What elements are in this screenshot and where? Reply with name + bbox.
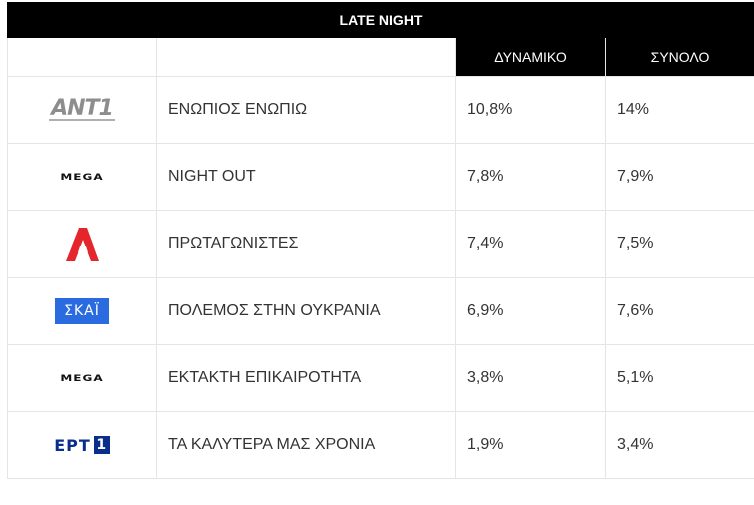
table-row: ΜΕGA NIGHT OUT 7,8% 7,9%: [7, 143, 754, 211]
show-name: ΠΟΛΕΜΟΣ ΣΤΗΝ ΟΥΚΡΑΝΙΑ: [156, 277, 456, 345]
table-row: ΕΡΤ 1 ΤΑ ΚΑΛΥΤΕΡΑ ΜΑΣ ΧΡΟΝΙΑ 1,9% 3,4%: [7, 411, 754, 479]
show-name: ΕΚΤΑΚΤΗ ΕΠΙΚΑΙΡΟΤΗΤΑ: [156, 344, 456, 412]
channel-cell: ΜΕGA: [7, 344, 157, 412]
show-name: ΤΑ ΚΑΛΥΤΕΡΑ ΜΑΣ ΧΡΟΝΙΑ: [156, 411, 456, 479]
total-value: 7,5%: [604, 210, 754, 278]
total-value: 7,9%: [604, 143, 754, 211]
show-name: ΠΡΩΤΑΓΩΝΙΣΤΕΣ: [156, 210, 456, 278]
column-header-row: ΔΥΝΑΜΙΚΟ ΣΥΝΟΛΟ: [7, 37, 754, 77]
total-column-header: ΣΥΝΟΛΟ: [604, 37, 754, 77]
ert1-logo: ΕΡΤ 1: [54, 435, 110, 455]
total-value: 3,4%: [604, 411, 754, 479]
dynamic-value: 10,8%: [455, 76, 606, 144]
channel-cell: ΕΡΤ 1: [7, 411, 157, 479]
show-name: ΕΝΩΠΙΟΣ ΕΝΩΠΙΩ: [156, 76, 456, 144]
skai-logo: ΣΚΑΪ: [55, 298, 109, 324]
table-title: LATE NIGHT: [6, 2, 754, 38]
table-row: ΑΝΤ1 ΕΝΩΠΙΟΣ ΕΝΩΠΙΩ 10,8% 14%: [7, 76, 754, 144]
total-value: 14%: [604, 76, 754, 144]
mega-logo: ΜΕGA: [60, 171, 104, 183]
dynamic-value: 7,8%: [455, 143, 606, 211]
dynamic-value: 1,9%: [455, 411, 606, 479]
ant1-logo: ΑΝΤ1: [49, 96, 115, 121]
dynamic-column-header: ΔΥΝΑΜΙΚΟ: [455, 37, 606, 77]
total-value: 5,1%: [604, 344, 754, 412]
table-row: ΜΕGA ΕΚΤΑΚΤΗ ΕΠΙΚΑΙΡΟΤΗΤΑ 3,8% 5,1%: [7, 344, 754, 412]
channel-cell: ΑΝΤ1: [7, 76, 157, 144]
table-row: ΠΡΩΤΑΓΩΝΙΣΤΕΣ 7,4% 7,5%: [7, 210, 754, 278]
alpha-logo: [62, 225, 102, 263]
title-row: LATE NIGHT: [6, 2, 754, 38]
dynamic-value: 6,9%: [455, 277, 606, 345]
channel-cell: [7, 210, 157, 278]
ert-logo-number: 1: [93, 435, 110, 454]
table-row: ΣΚΑΪ ΠΟΛΕΜΟΣ ΣΤΗΝ ΟΥΚΡΑΝΙΑ 6,9% 7,6%: [7, 277, 754, 345]
channel-cell: ΣΚΑΪ: [7, 277, 157, 345]
dynamic-value: 7,4%: [455, 210, 606, 278]
total-value: 7,6%: [604, 277, 754, 345]
logo-column-header: [7, 37, 157, 77]
ert-logo-text: ΕΡΤ: [54, 435, 91, 455]
show-name: NIGHT OUT: [156, 143, 456, 211]
dynamic-value: 3,8%: [455, 344, 606, 412]
mega-logo: ΜΕGA: [60, 372, 104, 384]
ratings-table: LATE NIGHT ΔΥΝΑΜΙΚΟ ΣΥΝΟΛΟ ΑΝΤ1 ΕΝΩΠΙΟΣ …: [6, 2, 754, 479]
channel-cell: ΜΕGA: [7, 143, 157, 211]
show-column-header: [156, 37, 456, 77]
